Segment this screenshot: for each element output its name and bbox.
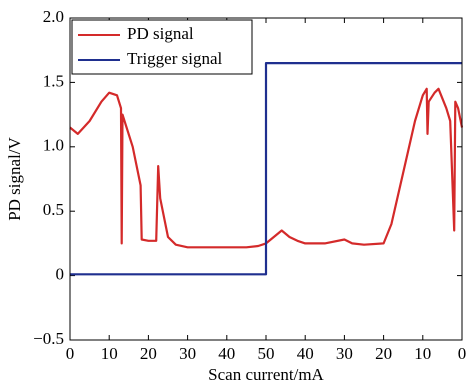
y-tick-label: 0.5 (43, 200, 64, 219)
x-tick-label: 0 (458, 344, 467, 363)
y-tick-label: 0 (56, 265, 65, 284)
x-tick-label: 20 (140, 344, 157, 363)
y-axis-label: PD signal/V (5, 136, 24, 220)
legend-label: PD signal (127, 24, 194, 43)
y-tick-label: 1.5 (43, 71, 64, 90)
x-tick-label: 30 (336, 344, 353, 363)
x-tick-label: 10 (414, 344, 431, 363)
plot-frame (69, 17, 463, 341)
x-tick-label: 0 (66, 344, 75, 363)
x-axis-label: Scan current/mA (208, 365, 324, 384)
legend-label: Trigger signal (127, 49, 223, 68)
x-tick-label: 40 (297, 344, 314, 363)
x-tick-label: 40 (218, 344, 235, 363)
x-tick-label: 50 (258, 344, 275, 363)
y-tick-label: 2.0 (43, 7, 64, 26)
x-tick-label: 20 (375, 344, 392, 363)
y-tick-label: 1.0 (43, 136, 64, 155)
data-line (69, 87, 464, 249)
x-tick-label: 10 (101, 344, 118, 363)
legend-box (71, 19, 253, 75)
y-tick-label: −0.5 (33, 329, 64, 348)
data-line (70, 62, 462, 276)
x-tick-label: 30 (179, 344, 196, 363)
